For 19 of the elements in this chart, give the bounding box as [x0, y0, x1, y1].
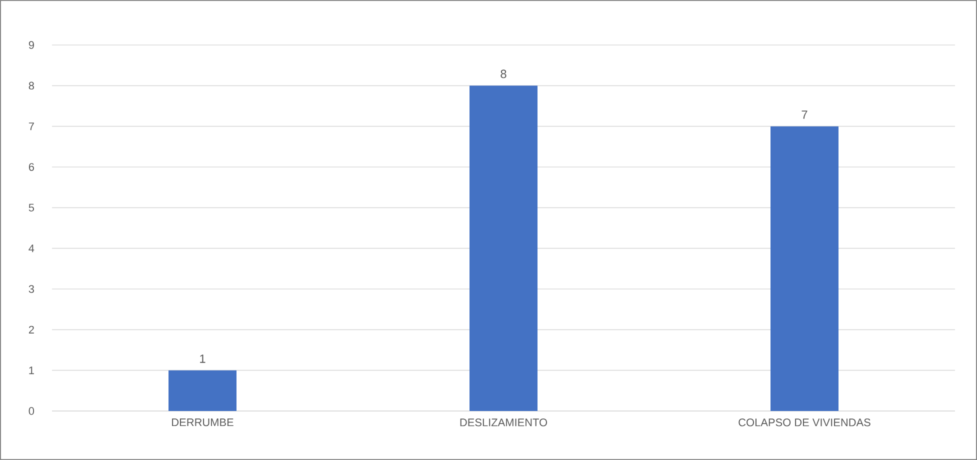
x-tick-label: DESLIZAMIENTO	[460, 418, 548, 426]
y-tick-label: 2	[28, 326, 34, 334]
x-tick-label: DERRUMBE	[172, 418, 234, 426]
y-tick-label: 5	[28, 204, 34, 212]
bar	[770, 126, 839, 411]
data-label: 7	[802, 110, 808, 119]
bar	[470, 86, 538, 411]
bar	[168, 370, 237, 411]
data-label: 8	[500, 70, 506, 78]
data-label: 1	[200, 354, 206, 363]
y-tick-label: 3	[28, 285, 34, 293]
y-tick-label: 9	[28, 41, 34, 49]
y-tick-label: 1	[29, 366, 34, 374]
y-tick-label: 6	[28, 163, 34, 171]
y-tick-label: 8	[28, 82, 34, 90]
y-tick-label: 4	[28, 244, 34, 252]
y-tick-label: 0	[28, 407, 34, 415]
y-tick-label: 7	[28, 122, 34, 130]
x-tick-label: COLAPSO DE VIVIENDAS	[738, 418, 870, 426]
